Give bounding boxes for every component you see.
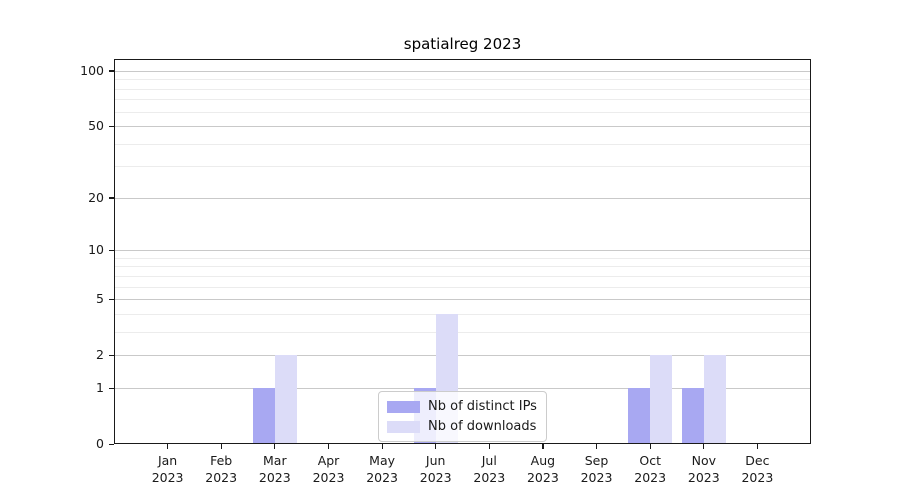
legend-entry-downloads: Nb of downloads	[387, 418, 537, 435]
legend-swatch-distinct-ips	[387, 400, 420, 413]
major-gridline	[114, 250, 811, 252]
month-label: Jun	[425, 453, 446, 468]
minor-gridline	[114, 99, 811, 101]
legend: Nb of distinct IPs Nb of downloads	[378, 391, 547, 442]
year-label: 2023	[634, 470, 667, 485]
year-label: 2023	[205, 470, 238, 485]
x-tick-label-mar: Mar 2023	[243, 452, 307, 486]
x-tick-label-jan: Jan 2023	[136, 452, 200, 486]
x-tick-mark	[542, 444, 544, 449]
month-label: Aug	[530, 453, 556, 468]
year-label: 2023	[151, 470, 184, 485]
x-tick-mark	[703, 444, 705, 449]
bar-downloads-oct	[650, 355, 673, 444]
year-label: 2023	[312, 470, 345, 485]
minor-gridline	[114, 275, 811, 277]
minor-gridline	[114, 331, 811, 333]
year-label: 2023	[258, 470, 291, 485]
x-tick-label-may: May 2023	[350, 452, 414, 486]
y-tick-mark	[109, 387, 114, 389]
x-tick-mark	[167, 444, 169, 449]
bar-distinct-ips-mar	[252, 388, 275, 444]
legend-entry-distinct-ips: Nb of distinct IPs	[387, 398, 537, 415]
minor-gridline	[114, 143, 811, 145]
year-label: 2023	[526, 470, 559, 485]
year-label: 2023	[366, 470, 398, 485]
month-label: Feb	[210, 453, 233, 468]
year-label: 2023	[687, 470, 720, 485]
y-tick-label: 100	[80, 62, 104, 78]
x-tick-label-jun: Jun 2023	[404, 452, 468, 486]
x-tick-mark	[435, 444, 437, 449]
year-label: 2023	[473, 470, 506, 485]
y-tick-label: 5	[96, 291, 104, 307]
x-tick-mark	[220, 444, 222, 449]
legend-label-downloads: Nb of downloads	[428, 419, 537, 434]
y-tick-label: 1	[96, 380, 104, 395]
y-tick-mark	[109, 443, 114, 445]
x-tick-label-nov: Nov 2023	[672, 452, 736, 486]
major-gridline	[114, 299, 811, 301]
month-label: Dec	[745, 453, 770, 468]
y-tick-label: 2	[96, 347, 104, 363]
x-tick-label-jul: Jul 2023	[457, 452, 521, 486]
chart-title: spatialreg 2023	[403, 35, 522, 53]
x-tick-label-oct: Oct 2023	[618, 452, 682, 486]
minor-gridline	[114, 313, 811, 315]
bar-distinct-ips-oct	[628, 388, 651, 444]
month-label: Mar	[263, 453, 287, 468]
y-tick-mark	[109, 298, 114, 300]
x-tick-mark	[327, 444, 330, 449]
minor-gridline	[114, 166, 811, 168]
plot-area: Nb of distinct IPs Nb of downloads	[114, 59, 811, 444]
x-tick-label-aug: Aug 2023	[511, 452, 575, 486]
x-tick-mark	[274, 444, 276, 449]
year-label: 2023	[580, 470, 613, 485]
minor-gridline	[114, 111, 811, 113]
minor-gridline	[114, 79, 811, 81]
y-tick-mark	[109, 70, 114, 72]
x-tick-mark	[595, 444, 598, 449]
major-gridline	[114, 355, 811, 357]
y-tick-mark	[109, 125, 114, 127]
bar-downloads-mar	[274, 355, 297, 444]
year-label: 2023	[741, 470, 774, 485]
month-label: Oct	[639, 453, 661, 468]
minor-gridline	[114, 88, 811, 90]
major-gridline	[114, 126, 811, 128]
y-tick-label: 0	[96, 436, 104, 451]
legend-swatch-downloads	[387, 420, 420, 433]
major-gridline	[114, 197, 811, 199]
x-tick-label-feb: Feb 2023	[189, 452, 253, 486]
legend-label-distinct-ips: Nb of distinct IPs	[428, 399, 537, 414]
x-tick-mark	[381, 444, 383, 449]
y-tick-label: 20	[88, 189, 104, 205]
x-tick-label-sep: Sep 2023	[565, 452, 629, 486]
major-gridline	[114, 70, 811, 72]
bar-downloads-nov	[703, 355, 726, 444]
x-tick-mark	[649, 444, 651, 449]
y-tick-mark	[109, 249, 114, 251]
minor-gridline	[114, 257, 811, 259]
minor-gridline	[114, 266, 811, 268]
major-gridline	[114, 388, 811, 389]
y-tick-label: 50	[88, 118, 104, 134]
y-tick-label: 10	[88, 242, 104, 258]
x-tick-label-apr: Apr 2023	[297, 452, 361, 486]
x-tick-label-dec: Dec 2023	[725, 452, 789, 486]
month-label: Nov	[691, 453, 716, 468]
month-label: Jan	[157, 453, 178, 468]
year-label: 2023	[419, 470, 452, 485]
x-tick-mark	[756, 444, 759, 449]
minor-gridline	[114, 286, 811, 288]
month-label: Apr	[317, 453, 340, 468]
bar-distinct-ips-nov	[681, 388, 704, 444]
month-label: Sep	[584, 453, 609, 468]
y-tick-mark	[109, 197, 114, 199]
month-label: May	[369, 453, 396, 468]
x-tick-mark	[488, 444, 490, 449]
y-tick-mark	[109, 354, 114, 356]
month-label: Jul	[481, 453, 497, 468]
